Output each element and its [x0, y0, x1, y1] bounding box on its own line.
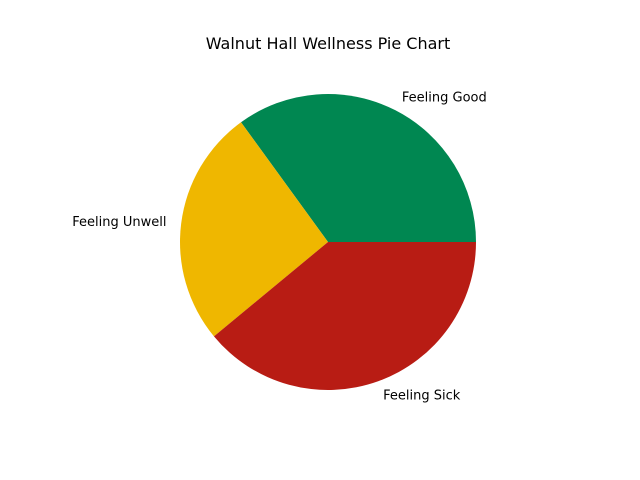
pie-label-feeling-sick: Feeling Sick	[383, 389, 461, 404]
pie-slice-feeling-good	[241, 94, 476, 243]
pie-slices	[179, 94, 476, 391]
pie-labels: Feeling Good Feeling Unwell Feeling Sick	[72, 90, 486, 403]
pie-slice-feeling-sick	[213, 242, 476, 391]
pie-label-feeling-unwell: Feeling Unwell	[72, 215, 166, 230]
pie-label-feeling-good: Feeling Good	[402, 90, 487, 105]
chart-title: Walnut Hall Wellness Pie Chart	[206, 34, 451, 53]
pie-slice-feeling-unwell	[179, 122, 328, 337]
